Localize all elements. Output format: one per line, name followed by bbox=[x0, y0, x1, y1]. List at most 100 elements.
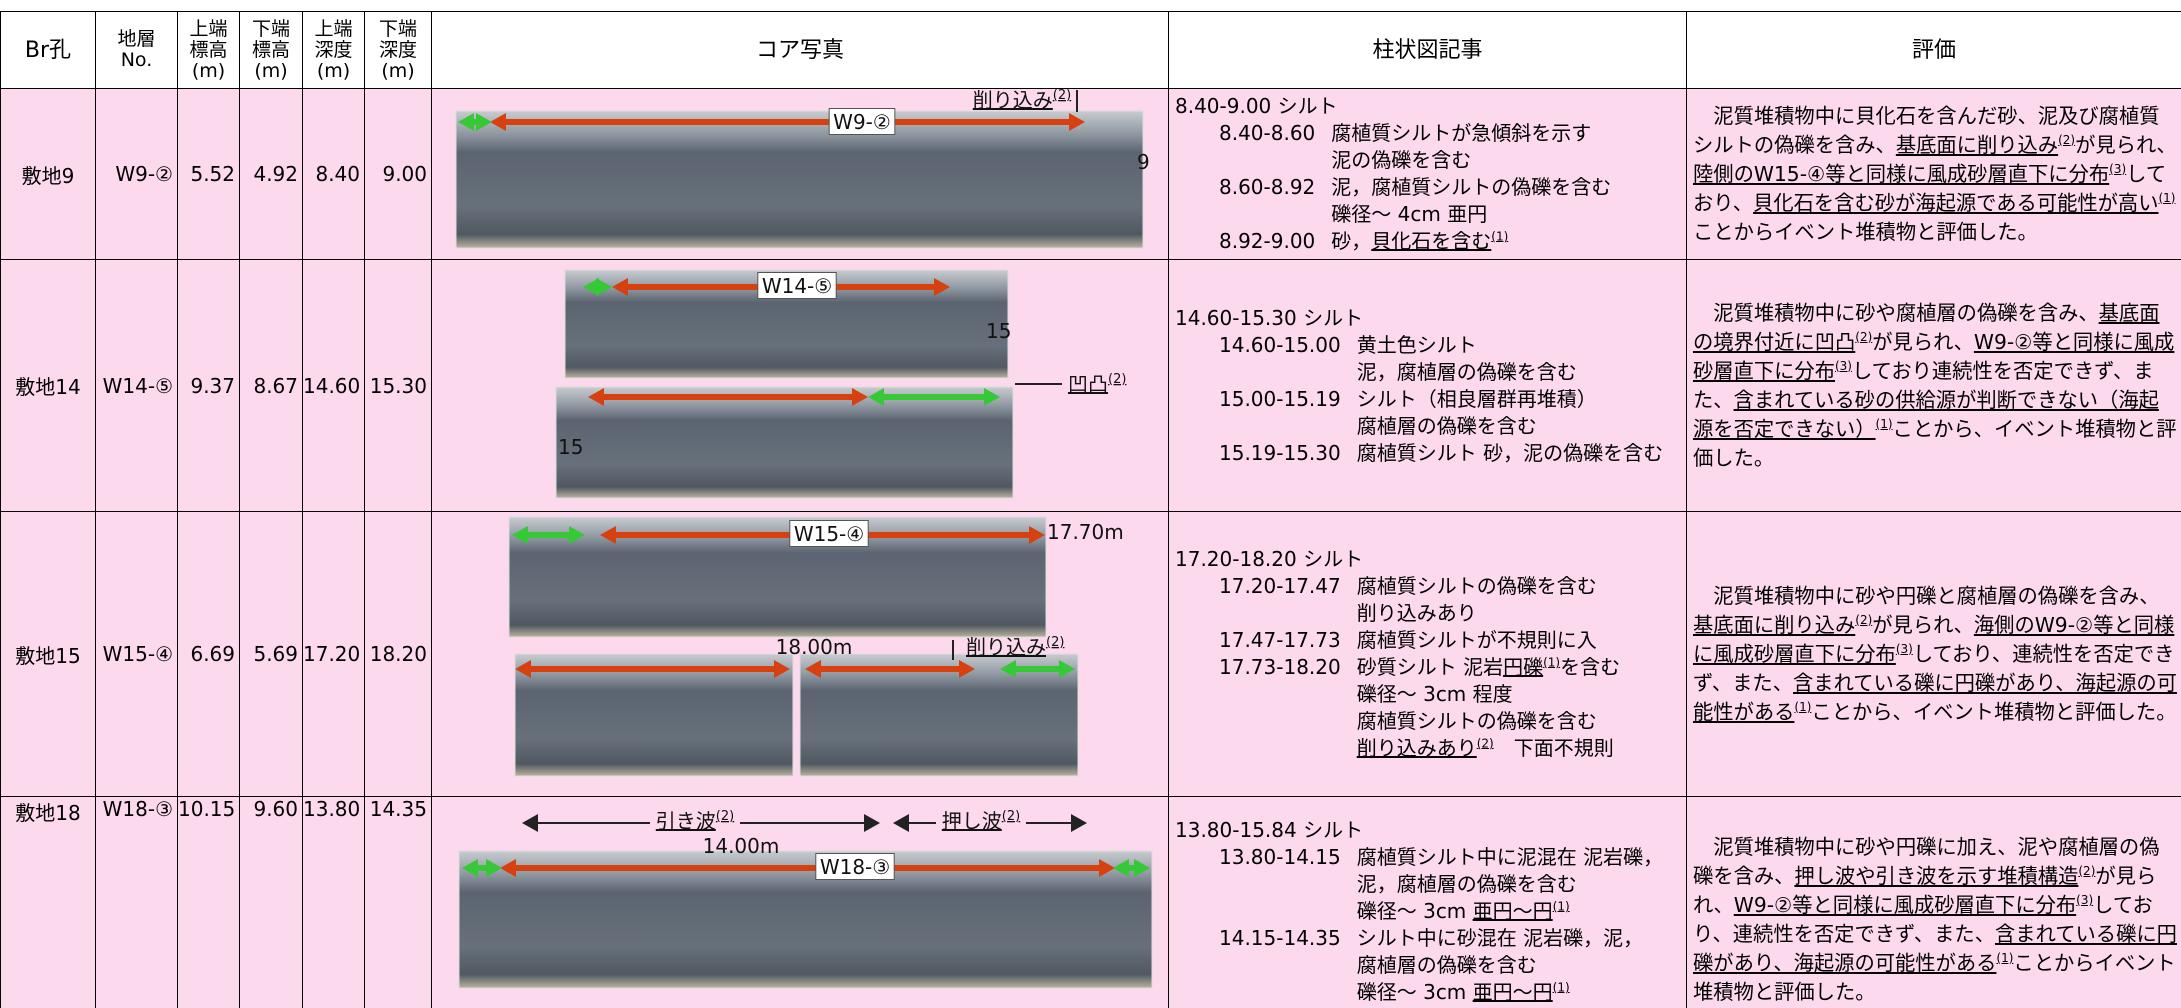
text: 泥の偽礫を含む bbox=[1331, 148, 1472, 172]
bottom-depth: 14.35 bbox=[364, 796, 432, 1008]
log-line: 削り込みあり bbox=[1357, 600, 1597, 627]
log-line: 礫径～ 3cm 程度 bbox=[1357, 681, 1620, 708]
log-line: 腐植質シルト 砂，泥の偽礫を含む bbox=[1357, 440, 1663, 467]
log-lines: シルト中に砂混在 泥岩礫，泥， 腐植層の偽礫を含む 礫径～ 3cm 亜円～円(1) bbox=[1357, 925, 1643, 1006]
text: 海側のW9-②等と同様に風成砂層直下に分布 bbox=[1693, 612, 2175, 666]
log-entry: 17.47-17.73 腐植質シルトが不規則に入 bbox=[1219, 627, 1680, 654]
log-line: 礫径～ 4cm 亜円 bbox=[1331, 201, 1611, 228]
note-mark: (1) bbox=[1794, 699, 1812, 714]
text: 腐植質シルト 砂，泥の偽礫を含む bbox=[1356, 440, 1664, 465]
log-heading: 13.80-15.84 シルト bbox=[1175, 818, 1364, 842]
log-lines: 腐植質シルト 砂，泥の偽礫を含む bbox=[1357, 440, 1663, 467]
log-line: 泥，腐植層の偽礫を含む bbox=[1357, 359, 1577, 386]
header-line: (m) bbox=[316, 59, 351, 82]
log-entry: 14.60-15.00 黄土色シルト 泥，腐植層の偽礫を含む bbox=[1219, 332, 1680, 386]
depth-range: 14.60-15.00 bbox=[1219, 332, 1341, 357]
log-line: 泥，腐植層の偽礫を含む bbox=[1357, 871, 1663, 898]
core-photo-cell bbox=[431, 796, 1169, 1008]
text: 貝化石を含む bbox=[1371, 229, 1492, 253]
depth-range: 15.19-15.30 bbox=[1219, 440, 1341, 465]
note-mark: (1) bbox=[1996, 951, 2014, 966]
depth-range: 14.15-14.35 bbox=[1219, 926, 1341, 950]
depth-range: 13.80-14.15 bbox=[1219, 845, 1341, 869]
depth-range: 15.00-15.19 bbox=[1219, 386, 1341, 411]
note-mark: (2) bbox=[1476, 736, 1494, 751]
text: 円礫 bbox=[1503, 655, 1544, 679]
borehole: 敷地18 bbox=[0, 796, 96, 1008]
log-heading: 8.40-9.00 シルト bbox=[1175, 94, 1338, 118]
note-mark: (1) bbox=[1552, 899, 1570, 914]
core-table: Br孔 地層 No. 上端 標高 (m) 下端 標高 (m) 上端 深度 (m) 下端 深度 (m) コア写真… bbox=[0, 11, 2181, 1008]
text: 泥，腐植層の偽礫を含む bbox=[1356, 872, 1577, 896]
bottom-elev: 8.67 bbox=[239, 259, 303, 512]
log-entry: 13.80-14.15 腐植質シルト中に泥混在 泥岩礫， 泥，腐植層の偽礫を含む 礫径… bbox=[1219, 844, 1680, 925]
header-line: 評価 bbox=[1911, 37, 1956, 63]
bottom-depth: 9.00 bbox=[364, 88, 432, 260]
log-cell: 8.40-9.00 シルト 8.40-8.60 腐植質シルトが急傾斜を示す 泥の偽礫を… bbox=[1168, 88, 1687, 260]
header-line: 下端 bbox=[251, 17, 290, 40]
text: 削り込みあり bbox=[1356, 736, 1477, 760]
text: 黄土色シルト bbox=[1356, 332, 1477, 357]
core-photo-cell bbox=[431, 88, 1169, 260]
log-lines: 砂質シルト 泥岩円礫(1)を含む 礫径～ 3cm 程度 腐植質シルトの偽礫を含む 削り… bbox=[1357, 654, 1620, 762]
header-cell: コア写真 bbox=[431, 11, 1169, 89]
log-line: 腐植質シルトが急傾斜を示す bbox=[1331, 120, 1591, 147]
header-cell: 評価 bbox=[1686, 11, 2181, 89]
text: 泥，腐植層の偽礫を含む bbox=[1356, 359, 1577, 384]
text: ことから、イベント堆積物と評価した。 bbox=[1693, 416, 2177, 470]
log-lines: 黄土色シルト 泥，腐植層の偽礫を含む bbox=[1357, 332, 1577, 386]
text: W9-②等と同様に風成砂層直下に分布 bbox=[1693, 329, 2175, 383]
table-row: 敷地15 W15-④ 6.69 5.69 17.20 18.20 17.20-18.20 シ… bbox=[0, 511, 2181, 797]
text: 腐植質シルト中に泥混在 泥岩礫， bbox=[1356, 845, 1664, 869]
log-line: 腐植層の偽礫を含む bbox=[1357, 413, 1597, 440]
header-cell: 下端 標高 (m) bbox=[239, 11, 303, 89]
table-row: 敷地14 W14-⑤ 9.37 8.67 14.60 15.30 14.60-15.30 シ… bbox=[0, 259, 2181, 512]
text: 泥質堆積物中に貝化石を含んだ砂、泥及び腐植質シルトの偽礫を含み、 bbox=[1693, 103, 2160, 157]
text: 礫径～ 3cm bbox=[1356, 899, 1473, 923]
note-mark: (1) bbox=[1875, 416, 1893, 431]
header-cell: 柱状図記事 bbox=[1168, 11, 1687, 89]
top-elev: 10.15 bbox=[177, 796, 240, 1008]
text: W9-②等と同様に風成砂層直下に分布 bbox=[1733, 893, 2077, 917]
text: しており連続性を否定できず、また、 bbox=[1693, 358, 2154, 412]
header-cell: 上端 深度 (m) bbox=[302, 11, 365, 89]
log-lines: 腐植質シルトが急傾斜を示す 泥の偽礫を含む bbox=[1331, 120, 1591, 174]
log-line: 泥の偽礫を含む bbox=[1331, 147, 1591, 174]
text: 礫径～ 3cm 程度 bbox=[1356, 682, 1513, 706]
top-depth: 17.20 bbox=[302, 511, 365, 797]
header-line: 標高 bbox=[189, 38, 228, 61]
text: 腐植質シルトの偽礫を含む bbox=[1356, 709, 1597, 733]
text: 泥質堆積物中に砂や円礫に加え、泥や腐植層の偽礫を含み、 bbox=[1693, 835, 2160, 888]
top-elev: 9.37 bbox=[177, 259, 240, 512]
evaluation-cell: 泥質堆積物中に砂や円礫に加え、泥や腐植層の偽礫を含み、押し波や引き波を示す堆積構… bbox=[1686, 796, 2181, 1008]
note-mark: (3) bbox=[2076, 893, 2094, 908]
log-cell: 13.80-15.84 シルト 13.80-14.15 腐植質シルト中に泥混在 泥岩… bbox=[1168, 796, 1687, 1008]
top-elev: 6.69 bbox=[177, 511, 240, 797]
header-line: 柱状図記事 bbox=[1372, 37, 1483, 63]
text: 基底面に削り込み bbox=[1895, 132, 2059, 157]
log-lines: 泥，腐植質シルトの偽礫を含む 礫径～ 4cm 亜円 bbox=[1331, 174, 1611, 228]
evaluation-cell: 泥質堆積物中に砂や円礫と腐植層の偽礫を含み、基底面に削り込み(2)が見られ、海側… bbox=[1686, 511, 2181, 797]
log-line: 砂，貝化石を含む(1) bbox=[1331, 228, 1508, 255]
header-line: 下端 bbox=[378, 17, 417, 40]
note-mark: (1) bbox=[1543, 655, 1561, 670]
log-entry: 17.20-17.47 腐植質シルトの偽礫を含む 削り込みあり bbox=[1219, 573, 1680, 627]
log-entry: 17.73-18.20 砂質シルト 泥岩円礫(1)を含む 礫径～ 3cm 程度 腐植質… bbox=[1219, 654, 1680, 762]
log-entry: 15.00-15.19 シルト（相良層群再堆積） 腐植層の偽礫を含む bbox=[1219, 386, 1680, 440]
text: 砂， bbox=[1331, 229, 1372, 253]
log: 14.60-15.30 シルト 14.60-15.00 黄土色シルト 泥，腐植層の偽礫… bbox=[1170, 305, 1686, 467]
borehole: 敷地9 bbox=[0, 88, 96, 260]
log: 8.40-9.00 シルト 8.40-8.60 腐植質シルトが急傾斜を示す 泥の偽礫を… bbox=[1170, 93, 1686, 255]
log-line: シルト（相良層群再堆積） bbox=[1357, 386, 1597, 413]
text: シルト中に砂混在 泥岩礫，泥， bbox=[1356, 926, 1644, 950]
text: を含む bbox=[1560, 655, 1621, 679]
table-row: 敷地18 W18-③ 10.15 9.60 13.80 14.35 13.80-15.84 … bbox=[0, 796, 2181, 1008]
note-mark: (3) bbox=[1895, 641, 1913, 656]
note-mark: (3) bbox=[2109, 161, 2127, 176]
header-line: 標高 bbox=[251, 38, 290, 61]
text: 亜円～円 bbox=[1472, 899, 1553, 923]
layer-no: W14-⑤ bbox=[95, 259, 178, 512]
log-line: 腐植質シルトの偽礫を含む bbox=[1357, 708, 1620, 735]
evaluation: 泥質堆積物中に砂や腐植層の偽礫を含み、基底面の境界付近に凹凸(2)が見られ、W9… bbox=[1688, 299, 2181, 473]
table-body: 敷地9 W9-② 5.52 4.92 8.40 9.00 8.40-9.00 シルト 8.40… bbox=[0, 88, 2181, 1008]
